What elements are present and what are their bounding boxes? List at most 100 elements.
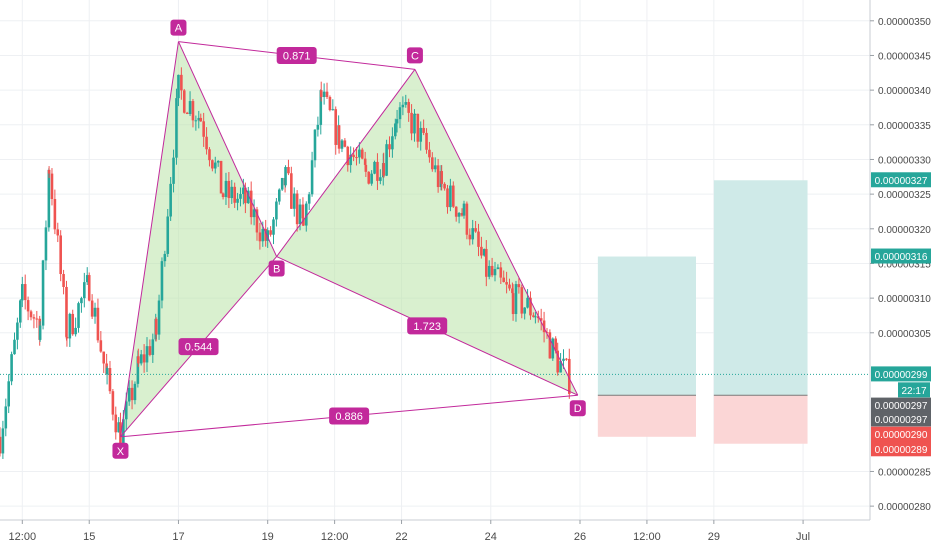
candle-body (346, 146, 350, 166)
candle-body (474, 228, 477, 232)
candle-body (511, 293, 515, 315)
candle-body (398, 107, 402, 120)
candle-body (539, 318, 543, 321)
candle-body (188, 101, 192, 114)
candle-body (334, 109, 338, 145)
candle-body (382, 163, 385, 176)
candle-body (83, 282, 86, 299)
candle-body (102, 351, 106, 364)
candle-body (388, 144, 391, 150)
candle-body (244, 187, 247, 204)
candle-body (71, 313, 75, 335)
candle-body (496, 267, 500, 270)
price-tick-label: 0.00000310 (878, 294, 931, 305)
candle-body (85, 275, 89, 283)
candle-body (130, 387, 134, 401)
point-label-x[interactable]: X (112, 442, 129, 459)
candle-body (367, 171, 371, 184)
candle-body (96, 307, 100, 341)
pattern-fill (120, 41, 578, 437)
candle-body (0, 436, 2, 454)
candle-body (219, 160, 223, 194)
candle-body (413, 113, 417, 115)
ratio-label[interactable]: 0.871 (276, 46, 317, 64)
point-label-d[interactable]: D (569, 400, 586, 417)
candle-body (108, 368, 112, 392)
price-label-text: 22:17 (901, 386, 926, 397)
price-axis[interactable]: 0.00000350 0.00000345 0.00000340 0.00000335… (869, 0, 931, 520)
time-tick-label: 12:00 (321, 531, 349, 543)
candle-body (1, 428, 5, 454)
leg-ab (178, 41, 278, 257)
ratio-label[interactable]: 1.723 (407, 317, 448, 335)
candle-body (47, 169, 51, 228)
ratio-label[interactable]: 0.544 (178, 338, 219, 356)
candle-body (428, 149, 431, 158)
candle-body (462, 203, 466, 216)
candle-body (480, 246, 483, 256)
time-axis[interactable]: 12:00 15 17 19 12:00 22 24 26 12:00 29 Jul (0, 519, 870, 543)
candle-body (199, 117, 203, 122)
candle-body (295, 193, 299, 225)
point-label-b[interactable]: B (268, 260, 285, 277)
candle-body (38, 325, 42, 340)
ratio-text: 1.723 (413, 321, 441, 333)
candle-body (194, 120, 198, 122)
candle-body (261, 229, 265, 242)
candle-body (142, 354, 146, 363)
candle-body (284, 167, 287, 186)
candle-body (23, 284, 27, 301)
candle-body (221, 193, 225, 198)
candle-body (290, 173, 293, 209)
ratio-text: 0.544 (185, 342, 213, 354)
candle-body (163, 253, 167, 262)
point-label-text: B (273, 264, 280, 276)
candle-body (205, 136, 208, 150)
candle-body (227, 180, 231, 199)
candle-body (302, 218, 305, 226)
xab-triangle-fill (120, 41, 277, 437)
candle-body (325, 91, 329, 98)
candle-body (160, 261, 164, 301)
candle-body (249, 190, 253, 218)
candle-body (328, 97, 332, 111)
point-label-c[interactable]: C (406, 47, 423, 64)
candle-body (236, 198, 239, 203)
candle-body (255, 209, 259, 233)
candle-body (180, 74, 183, 91)
price-tick-label: 0.00000305 (878, 329, 931, 340)
candle-body (471, 228, 474, 240)
candle-body (340, 140, 344, 149)
price-label-neutral: 0.00000297 (871, 397, 931, 413)
candle-body (19, 300, 22, 323)
candle-body (379, 177, 382, 181)
candle-body (280, 177, 284, 190)
candle-body (490, 265, 494, 276)
ratio-label[interactable]: 0.886 (329, 407, 370, 425)
candle-body (166, 216, 170, 254)
price-tick-label: 0.00000320 (878, 225, 931, 236)
candle-body (246, 190, 250, 204)
candle-body (172, 157, 175, 184)
ratio-text: 0.886 (335, 411, 363, 423)
pattern-labels[interactable]: 0.871 0.544 1.723 0.886 X A B C D (112, 19, 586, 459)
candle-body (373, 161, 376, 174)
candle-body (529, 297, 532, 316)
candle-body (62, 274, 65, 287)
price-label-neutral: 0.00000297 (871, 411, 931, 427)
price-label-current: 0.00000299 (871, 366, 931, 382)
point-label-text: A (175, 23, 183, 35)
position-boxes[interactable] (597, 180, 808, 444)
candle-body (565, 358, 568, 360)
candle-body (483, 248, 486, 256)
candle-body (313, 129, 317, 161)
candle-body (502, 277, 506, 283)
candle-body (139, 354, 143, 364)
candle-body (258, 232, 262, 242)
candle-body (343, 140, 347, 147)
candle-body (477, 231, 480, 247)
point-label-a[interactable]: A (170, 19, 187, 36)
candle-body (514, 284, 518, 315)
candle-body (74, 327, 77, 335)
